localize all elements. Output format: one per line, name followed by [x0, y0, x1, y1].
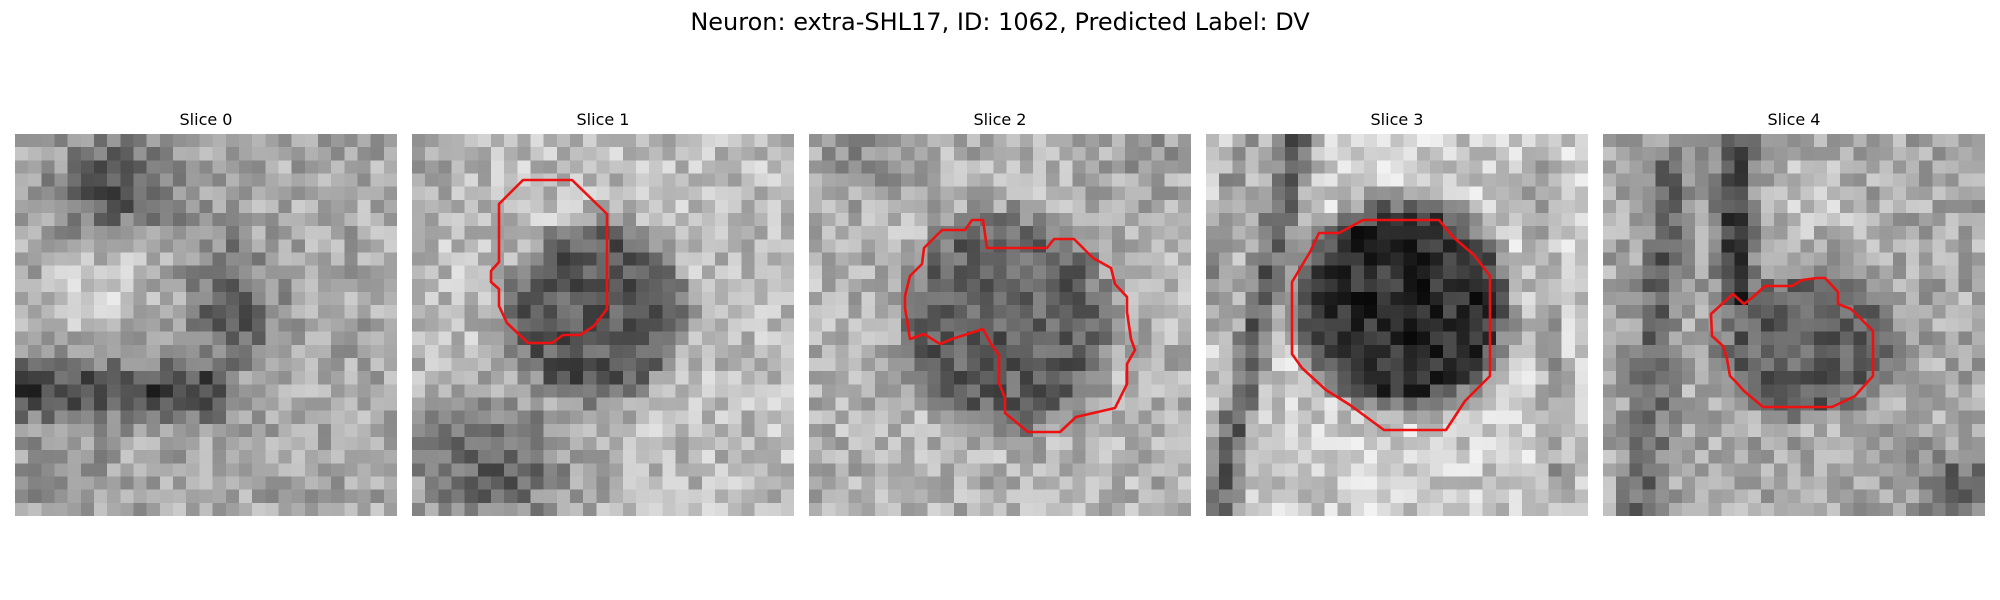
- roi-contour-overlay: [903, 218, 1137, 434]
- slice-title: Slice 2: [973, 110, 1027, 129]
- slice-image: [15, 134, 397, 516]
- slice-panel-1: Slice 1: [412, 108, 794, 516]
- slice-title: Slice 4: [1767, 110, 1821, 129]
- roi-contour: [489, 178, 609, 345]
- roi-contour: [1709, 276, 1875, 409]
- slice-image: [1206, 134, 1588, 516]
- slice-title: Slice 3: [1370, 110, 1424, 129]
- slice-title: Slice 0: [179, 110, 233, 129]
- slice-panel-3: Slice 3: [1206, 108, 1588, 516]
- figure-title: Neuron: extra-SHL17, ID: 1062, Predicted…: [690, 8, 1310, 36]
- grayscale-micrograph: [15, 134, 397, 516]
- grayscale-micrograph: [809, 134, 1191, 516]
- slice-image: [412, 134, 794, 516]
- slice-image: [809, 134, 1191, 516]
- slice-panel-0: Slice 0: [15, 108, 397, 516]
- grayscale-micrograph: [1603, 134, 1985, 516]
- slice-panel-4: Slice 4: [1603, 108, 1985, 516]
- slice-title: Slice 1: [576, 110, 630, 129]
- roi-contour-overlay: [489, 178, 609, 345]
- roi-contour: [903, 218, 1137, 434]
- slice-image: [1603, 134, 1985, 516]
- roi-contour-overlay: [1709, 276, 1875, 409]
- grayscale-micrograph: [1206, 134, 1588, 516]
- grayscale-micrograph: [412, 134, 794, 516]
- roi-contour-overlay: [1290, 218, 1492, 432]
- roi-contour: [1290, 218, 1492, 432]
- slice-panel-2: Slice 2: [809, 108, 1191, 516]
